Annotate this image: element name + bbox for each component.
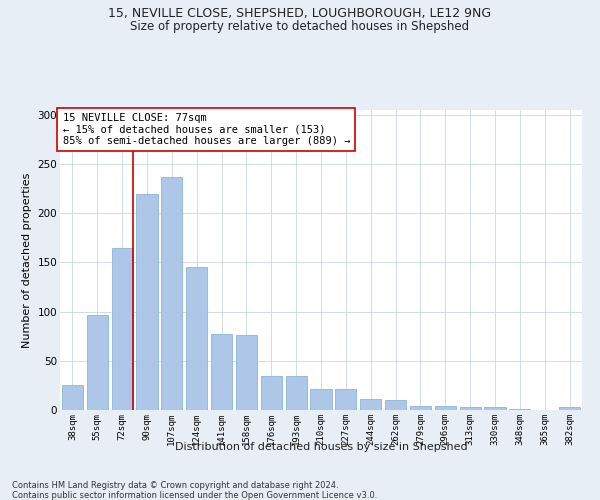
Bar bbox=[261, 376, 282, 410]
Bar bbox=[161, 177, 182, 410]
Bar bbox=[335, 390, 356, 410]
Bar bbox=[286, 376, 307, 410]
Bar bbox=[186, 268, 207, 410]
Y-axis label: Number of detached properties: Number of detached properties bbox=[22, 172, 32, 348]
Bar bbox=[435, 406, 456, 410]
Text: Distribution of detached houses by size in Shepshed: Distribution of detached houses by size … bbox=[175, 442, 467, 452]
Bar bbox=[211, 334, 232, 410]
Bar bbox=[509, 409, 530, 410]
Text: Contains HM Land Registry data © Crown copyright and database right 2024.: Contains HM Land Registry data © Crown c… bbox=[12, 481, 338, 490]
Text: Contains public sector information licensed under the Open Government Licence v3: Contains public sector information licen… bbox=[12, 491, 377, 500]
Text: 15 NEVILLE CLOSE: 77sqm
← 15% of detached houses are smaller (153)
85% of semi-d: 15 NEVILLE CLOSE: 77sqm ← 15% of detache… bbox=[62, 113, 350, 146]
Bar bbox=[62, 386, 83, 410]
Bar bbox=[410, 406, 431, 410]
Text: 15, NEVILLE CLOSE, SHEPSHED, LOUGHBOROUGH, LE12 9NG: 15, NEVILLE CLOSE, SHEPSHED, LOUGHBOROUG… bbox=[109, 8, 491, 20]
Text: Size of property relative to detached houses in Shepshed: Size of property relative to detached ho… bbox=[130, 20, 470, 33]
Bar bbox=[112, 248, 133, 410]
Bar bbox=[385, 400, 406, 410]
Bar bbox=[236, 335, 257, 410]
Bar bbox=[484, 407, 506, 410]
Bar bbox=[559, 407, 580, 410]
Bar bbox=[136, 194, 158, 410]
Bar bbox=[87, 314, 108, 410]
Bar bbox=[310, 390, 332, 410]
Bar bbox=[460, 407, 481, 410]
Bar bbox=[360, 399, 381, 410]
